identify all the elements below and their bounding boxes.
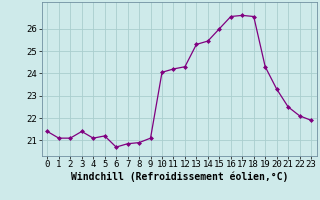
X-axis label: Windchill (Refroidissement éolien,°C): Windchill (Refroidissement éolien,°C) <box>70 172 288 182</box>
